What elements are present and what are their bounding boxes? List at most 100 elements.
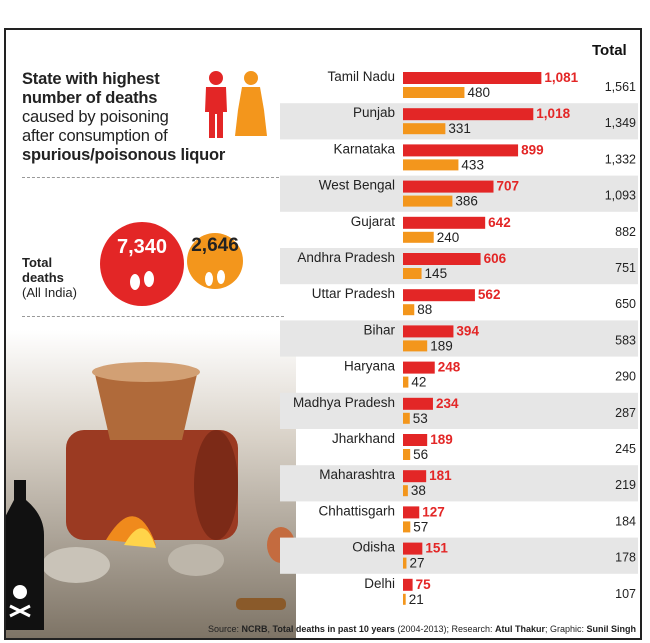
bar-men-label: 394 [456,323,479,338]
row-total-value: 107 [615,587,636,601]
category-label: Maharashtra [319,467,395,482]
bar-men-label: 707 [496,179,519,194]
bar-men-label: 606 [484,251,507,266]
bar-men-label: 75 [416,577,432,592]
row-stripe [280,537,638,574]
category-label: Bihar [363,322,395,337]
row-total-value: 1,349 [605,116,636,130]
bar-women [403,87,465,98]
chart-title: State with highest number of deaths caus… [22,70,284,165]
title-line-5: spurious/poisonous liquor [22,146,226,164]
bar-men-label: 642 [488,215,511,230]
bar-women [403,485,408,497]
bar-women-label: 145 [425,266,448,281]
bar-women [403,159,459,171]
bar-women-label: 53 [413,411,428,426]
category-label: Andhra Pradesh [297,250,395,265]
category-label: Uttar Pradesh [312,286,395,301]
bar-women [403,304,415,316]
category-label: Delhi [364,576,395,591]
bar-women [403,340,428,352]
bar-men [403,470,427,483]
row-total-value: 650 [615,297,636,311]
bar-men [403,325,454,338]
row-stripe [280,320,638,357]
bar-women-label: 21 [409,592,424,607]
bar-women [403,123,446,135]
category-label: Chhattisgarh [318,503,395,518]
bar-women-label: 331 [448,121,471,136]
title-line-1: State with highest [22,70,160,88]
row-stripe [280,392,638,429]
title-line-2: number of deaths [22,89,158,107]
row-total-value: 882 [615,225,636,239]
bar-men [403,253,481,265]
total-column-header: Total [592,42,627,59]
bar-men [403,72,542,84]
bar-women [403,593,406,605]
bar-women-label: 480 [467,85,490,100]
bar-women [403,412,410,424]
woman-icon [235,71,267,136]
men-total-circle [100,222,184,306]
bar-men-label: 248 [438,360,461,375]
footprints-women-icon [205,270,225,286]
bar-men [403,397,433,410]
bar-men-label: 151 [425,541,448,556]
women-total-value: 2,646 [191,235,239,256]
bar-women-label: 88 [417,302,432,317]
bar-men [403,216,486,229]
bar-women [403,231,434,243]
bar-men-label: 181 [429,468,452,483]
bar-women-label: 386 [455,194,478,209]
row-total-value: 178 [615,551,636,565]
divider-top [22,177,284,178]
divider-bottom [22,316,284,317]
bar-women-label: 27 [409,556,424,571]
bar-men [403,289,475,302]
bar-men [403,506,420,519]
category-label: Madhya Pradesh [293,395,395,410]
bar-women-label: 57 [413,519,428,534]
bar-women [403,376,409,388]
bar-women-label: 189 [430,338,453,353]
bar-men [403,361,435,374]
bar-men [403,434,428,446]
row-total-value: 287 [615,406,636,420]
category-label: West Bengal [319,178,395,193]
bar-women-label: 240 [437,230,460,245]
bar-men [403,108,534,121]
category-label: Odisha [352,540,395,555]
bar-men [403,144,519,157]
bar-women-label: 56 [413,447,428,462]
bar-men-label: 1,018 [536,106,570,121]
row-stripe [280,465,638,502]
row-total-value: 1,093 [605,189,636,203]
bar-men [403,578,413,591]
bar-women-label: 42 [411,375,426,390]
bar-men [403,180,494,193]
bar-women [403,195,453,207]
row-total-value: 1,561 [605,80,636,94]
bar-men-label: 562 [478,287,501,302]
bar-women [403,521,411,533]
source-credits: Source: NCRB, Total deaths in past 10 ye… [208,624,637,634]
row-total-value: 290 [615,370,636,384]
row-total-value: 1,332 [605,152,636,166]
bar-men-label: 127 [422,504,445,519]
category-label: Gujarat [351,214,396,229]
row-total-value: 751 [615,261,636,275]
bar-women [403,268,422,279]
row-total-value: 583 [615,333,636,347]
bar-women [403,557,407,569]
men-total-value: 7,340 [116,236,168,258]
bar-men-label: 899 [521,142,544,157]
total-deaths-label: Total deaths (All India) [22,255,77,300]
row-total-value: 219 [615,478,636,492]
category-label: Punjab [353,105,395,120]
man-icon [205,71,227,138]
category-label: Karnataka [333,141,395,156]
category-label: Haryana [344,359,396,374]
women-total-circle [187,233,243,289]
